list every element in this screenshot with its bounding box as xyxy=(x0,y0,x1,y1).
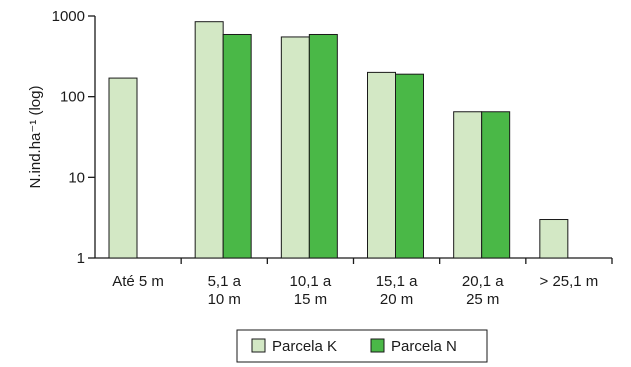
y-axis-title: N.ind.ha⁻¹ (log) xyxy=(27,86,44,189)
bar-parcela-k xyxy=(108,77,138,259)
y-tick-label: 1 xyxy=(77,250,85,267)
x-axis-categories: Até 5 m 5,1 a 10 m 10,1 a 15 m 15,1 a 20 m 20,1… xyxy=(112,258,613,308)
legend-swatch xyxy=(370,338,385,353)
x-category-label: 10,1 a 15 m xyxy=(290,273,332,308)
x-category-label: 5,1 a 10 m xyxy=(208,273,242,308)
y-tick-label: 100 xyxy=(60,89,85,106)
x-category-label: 20,1 a 25 m xyxy=(462,273,504,308)
legend-label: Parcela K xyxy=(272,338,337,355)
legend: Parcela K Parcela N xyxy=(236,329,488,363)
y-axis-ticks: 1 10 100 1000 xyxy=(52,8,95,267)
bar-parcela-n xyxy=(395,73,424,259)
chart-axes xyxy=(94,16,612,259)
bar-parcela-k xyxy=(280,36,310,259)
bar-parcela-k xyxy=(539,219,569,259)
legend-swatch xyxy=(251,338,266,353)
bar-parcela-n xyxy=(222,33,252,259)
x-category-label: Até 5 m xyxy=(112,273,164,290)
legend-box xyxy=(236,329,488,363)
legend-label: Parcela N xyxy=(391,338,457,355)
y-tick-label: 1000 xyxy=(52,8,85,25)
chart-bars xyxy=(108,21,569,259)
x-category-label: > 25,1 m xyxy=(540,273,599,290)
x-category-label: 15,1 a 20 m xyxy=(376,273,418,308)
bar-parcela-n xyxy=(481,111,511,259)
bar-parcela-k xyxy=(453,111,483,259)
y-tick-label: 10 xyxy=(68,169,85,186)
bar-parcela-k xyxy=(367,71,396,259)
bar-parcela-n xyxy=(308,33,338,259)
bar-parcela-k xyxy=(194,21,224,259)
